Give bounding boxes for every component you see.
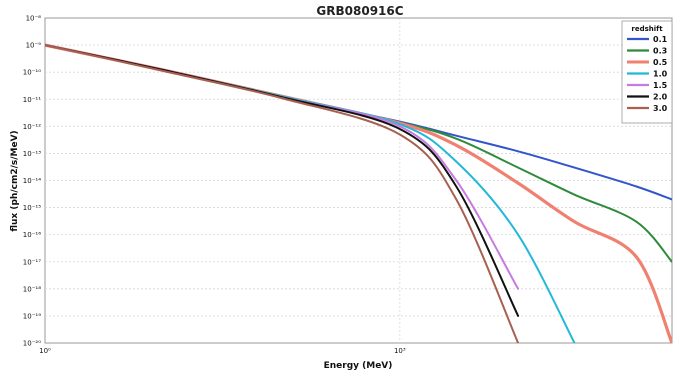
y-tick-label: 10⁻⁸ xyxy=(26,15,42,23)
y-tick-label: 10⁻¹⁵ xyxy=(23,204,41,212)
x-tick-label: 10³ xyxy=(394,347,406,355)
x-axis-ticks: 10⁰10³10⁶ xyxy=(39,347,406,355)
legend-label: 1.0 xyxy=(653,70,668,79)
legend-title: redshift xyxy=(631,25,663,33)
series-lines xyxy=(45,43,672,343)
y-tick-label: 10⁻¹⁰ xyxy=(23,69,41,77)
legend-label: 0.3 xyxy=(653,47,667,56)
y-tick-label: 10⁻¹¹ xyxy=(23,96,41,104)
grid-lines xyxy=(45,18,672,343)
legend-label: 1.5 xyxy=(653,81,668,90)
x-axis-label: Energy (MeV) xyxy=(324,361,393,371)
legend-label: 0.5 xyxy=(653,58,668,67)
y-axis-ticks: 10⁻⁸ 10⁻⁹ 10⁻¹⁰ 10⁻¹¹ 10⁻¹² 10⁻¹³ 10⁻¹⁴ 10⁻¹⁵ 10… xyxy=(23,15,41,348)
y-tick-label: 10⁻¹⁹ xyxy=(23,312,41,320)
legend-label: 3.0 xyxy=(653,104,668,113)
y-tick-label: 10⁻¹⁶ xyxy=(23,231,41,239)
y-axis-label: flux (ph/cm2/s/MeV) xyxy=(10,130,20,231)
y-tick-label: 10⁻¹³ xyxy=(23,150,41,158)
y-tick-label: 10⁻¹² xyxy=(23,123,41,131)
y-tick-label: 10⁻⁹ xyxy=(26,42,42,50)
series-line-z3-0 xyxy=(45,44,520,343)
legend-label: 0.1 xyxy=(653,35,668,44)
y-tick-label: 10⁻²⁰ xyxy=(23,340,41,348)
x-tick-label: 10⁰ xyxy=(39,347,51,355)
y-tick-label: 10⁻¹⁸ xyxy=(23,285,41,293)
chart-title: GRB080916C xyxy=(316,4,403,18)
y-tick-label: 10⁻¹⁷ xyxy=(23,258,41,266)
y-tick-label: 10⁻¹⁴ xyxy=(23,177,41,185)
legend: redshift 0.1 0.3 0.5 1.0 1.5 2.0 3.0 xyxy=(621,20,673,124)
legend-label: 2.0 xyxy=(653,93,668,102)
